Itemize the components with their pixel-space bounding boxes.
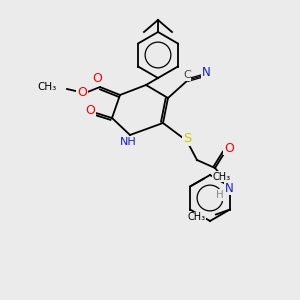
Text: H: H bbox=[216, 190, 224, 200]
Text: O: O bbox=[92, 73, 102, 85]
Text: NH: NH bbox=[120, 137, 136, 147]
Text: N: N bbox=[225, 182, 233, 194]
Text: CH₃: CH₃ bbox=[38, 82, 57, 92]
Text: N: N bbox=[202, 67, 210, 80]
Text: CH₃: CH₃ bbox=[212, 172, 230, 182]
Text: S: S bbox=[183, 133, 191, 146]
Text: O: O bbox=[77, 85, 87, 98]
Text: CH₃: CH₃ bbox=[188, 212, 206, 223]
Text: O: O bbox=[224, 142, 234, 154]
Text: O: O bbox=[85, 104, 95, 118]
Text: C: C bbox=[183, 70, 191, 80]
